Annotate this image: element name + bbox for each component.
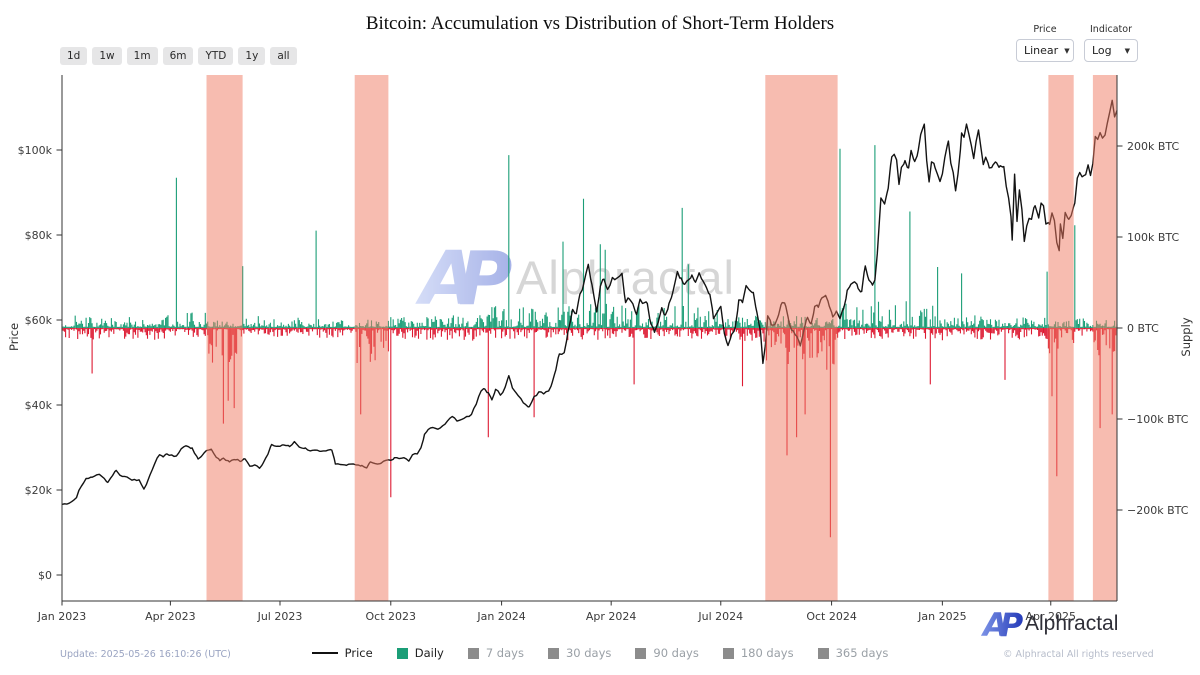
- plot-spines: [61, 75, 1118, 602]
- legend-item-90-days[interactable]: 90 days: [635, 646, 699, 660]
- price-tick-label: $0: [38, 569, 52, 582]
- time-tick-label: Jan 2023: [37, 610, 86, 623]
- supply-tick-label: 100k BTC: [1127, 231, 1179, 244]
- legend-item-price[interactable]: Price: [311, 646, 373, 660]
- range-button-1m[interactable]: 1m: [126, 47, 158, 65]
- indicator-scale-value: Log: [1092, 44, 1112, 57]
- time-tick-label: Jan 2024: [476, 610, 525, 623]
- chart-legend: Price Daily 7 days 30 days 90 days 180 days 36…: [0, 646, 1200, 660]
- price-scale-value: Linear: [1024, 44, 1059, 57]
- price-tick-label: $100k: [18, 144, 53, 157]
- legend-item-30-days[interactable]: 30 days: [547, 646, 612, 660]
- alphractal-logo-icon: AP: [980, 606, 1032, 644]
- range-button-ytd[interactable]: YTD: [198, 47, 234, 65]
- caret-down-icon: ▼: [1064, 46, 1070, 55]
- chart-title: Bitcoin: Accumulation vs Distribution of…: [365, 13, 835, 34]
- price-tick-label: $80k: [25, 229, 53, 242]
- time-tick-label: Apr 2024: [586, 610, 637, 623]
- legend-swatch: [817, 647, 829, 659]
- legend-item-7-days[interactable]: 7 days: [467, 646, 524, 660]
- price-line: [61, 99, 1118, 506]
- legend-swatch: [547, 647, 559, 659]
- time-tick-label: Oct 2023: [366, 610, 417, 623]
- supply-tick-label: −100k BTC: [1127, 413, 1189, 426]
- legend-label: 365 days: [835, 646, 889, 660]
- highlight-band: [354, 75, 389, 601]
- highlight-band: [1048, 75, 1074, 601]
- legend-item-365-days[interactable]: 365 days: [817, 646, 889, 660]
- time-tick-label: Apr 2023: [145, 610, 196, 623]
- legend-label: 30 days: [565, 646, 612, 660]
- range-button-6m[interactable]: 6m: [162, 47, 194, 65]
- range-button-1d[interactable]: 1d: [60, 47, 88, 65]
- range-button-all[interactable]: all: [270, 47, 297, 65]
- legend-label: Price: [344, 646, 373, 660]
- legend-swatch: [467, 647, 479, 659]
- indicator-scale-control: Indicator Log ▼: [1084, 24, 1138, 62]
- range-selector: 1d 1w 1m 6m YTD 1y all: [60, 47, 297, 65]
- price-tick-label: $20k: [25, 484, 53, 497]
- time-tick-label: Jan 2025: [917, 610, 966, 623]
- legend-label: 180 days: [740, 646, 794, 660]
- supply-tick-label: 0 BTC: [1127, 322, 1159, 335]
- highlight-bands: [206, 75, 1117, 601]
- supply-axis: 200k BTC 100k BTC 0 BTC −100k BTC −200k BTC: [1117, 140, 1189, 517]
- legend-label: 7 days: [485, 646, 524, 660]
- range-button-1w[interactable]: 1w: [92, 47, 122, 65]
- price-scale-select[interactable]: Linear ▼: [1016, 39, 1074, 62]
- price-scale-label: Price: [1033, 24, 1057, 35]
- price-tick-label: $40k: [25, 399, 53, 412]
- update-timestamp: Update: 2025-05-26 16:10:26 (UTC): [60, 649, 231, 660]
- time-tick-label: Oct 2024: [806, 610, 857, 623]
- indicator-scale-label: Indicator: [1090, 24, 1132, 35]
- legend-swatch: [722, 647, 734, 659]
- time-tick-label: Jul 2023: [257, 610, 303, 623]
- price-axis: $0 $20k $40k $60k $80k $100k: [18, 144, 62, 582]
- supply-tick-label: 200k BTC: [1127, 140, 1179, 153]
- axis-controls: Price Linear ▼ Indicator Log ▼: [1016, 24, 1138, 62]
- time-tick-label: Jul 2024: [697, 610, 743, 623]
- alphractal-logo-icon: AP: [415, 236, 531, 322]
- svg-text:AP: AP: [980, 606, 1024, 644]
- price-tick-label: $60k: [25, 314, 53, 327]
- legend-label: Daily: [414, 646, 444, 660]
- price-scale-control: Price Linear ▼: [1016, 24, 1074, 62]
- caret-down-icon: ▼: [1124, 46, 1130, 55]
- supply-tick-label: −200k BTC: [1127, 504, 1189, 517]
- legend-swatch: [396, 647, 408, 659]
- legend-swatch: [311, 652, 338, 654]
- brand-name: Alphractal: [1025, 612, 1119, 635]
- legend-swatch: [635, 647, 647, 659]
- highlight-band: [765, 75, 838, 601]
- time-tick-label: Apr 2025: [1025, 610, 1076, 623]
- legend-label: 90 days: [653, 646, 699, 660]
- brand: AP Alphractal: [980, 606, 1119, 644]
- legend-item-daily[interactable]: Daily: [396, 646, 444, 660]
- highlight-band: [1092, 75, 1117, 601]
- legend-item-180-days[interactable]: 180 days: [722, 646, 794, 660]
- time-axis: Jan 2023 Apr 2023 Jul 2023 Oct 2023 Jan 2024…: [37, 601, 1076, 623]
- copyright: © Alphractal All rights reserved: [1003, 649, 1154, 660]
- highlight-band: [206, 75, 243, 601]
- range-button-1y[interactable]: 1y: [238, 47, 266, 65]
- indicator-scale-select[interactable]: Log ▼: [1084, 39, 1138, 62]
